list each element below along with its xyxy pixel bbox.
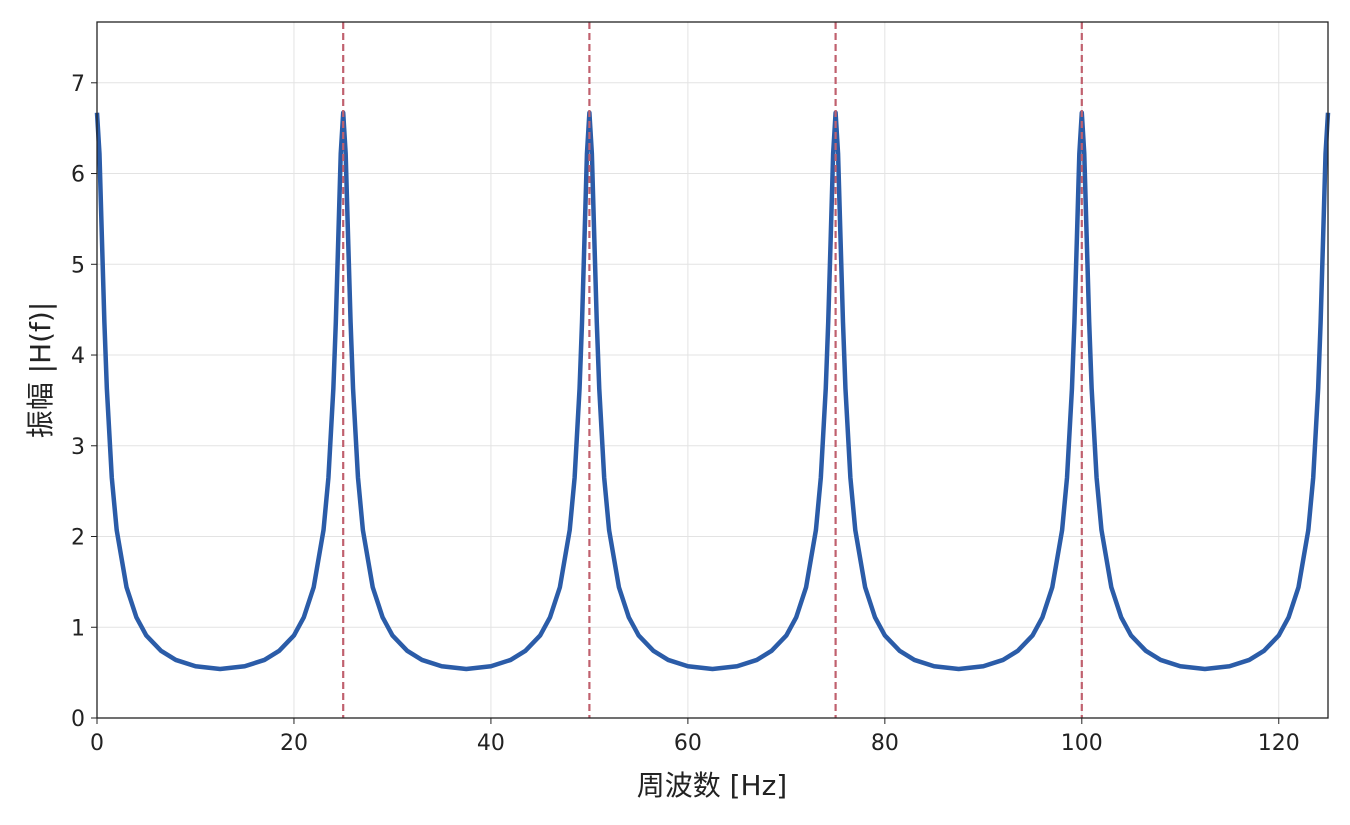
y-tick-label: 1 — [71, 616, 85, 641]
y-tick-label: 0 — [71, 707, 85, 732]
y-tick-label: 6 — [71, 163, 85, 188]
line-series — [94, 110, 1331, 672]
y-tick-label: 2 — [71, 526, 85, 551]
y-tick-label: 4 — [71, 344, 85, 369]
y-tick-label: 5 — [71, 253, 85, 278]
x-tick-label: 20 — [280, 731, 308, 756]
x-axis-label: 周波数 [Hz] — [637, 769, 788, 802]
x-tick-label: 0 — [90, 731, 104, 756]
x-tick-label: 80 — [871, 731, 899, 756]
y-axis-label: 振幅 |H(f)| — [24, 302, 57, 439]
y-tick-label: 3 — [71, 435, 85, 460]
y-tick-label: 7 — [71, 72, 85, 97]
plot-frame — [96, 21, 1329, 719]
x-tick-label: 60 — [674, 731, 702, 756]
x-tick-label: 40 — [477, 731, 505, 756]
x-tick-label: 120 — [1258, 731, 1300, 756]
x-tick-label: 100 — [1061, 731, 1103, 756]
